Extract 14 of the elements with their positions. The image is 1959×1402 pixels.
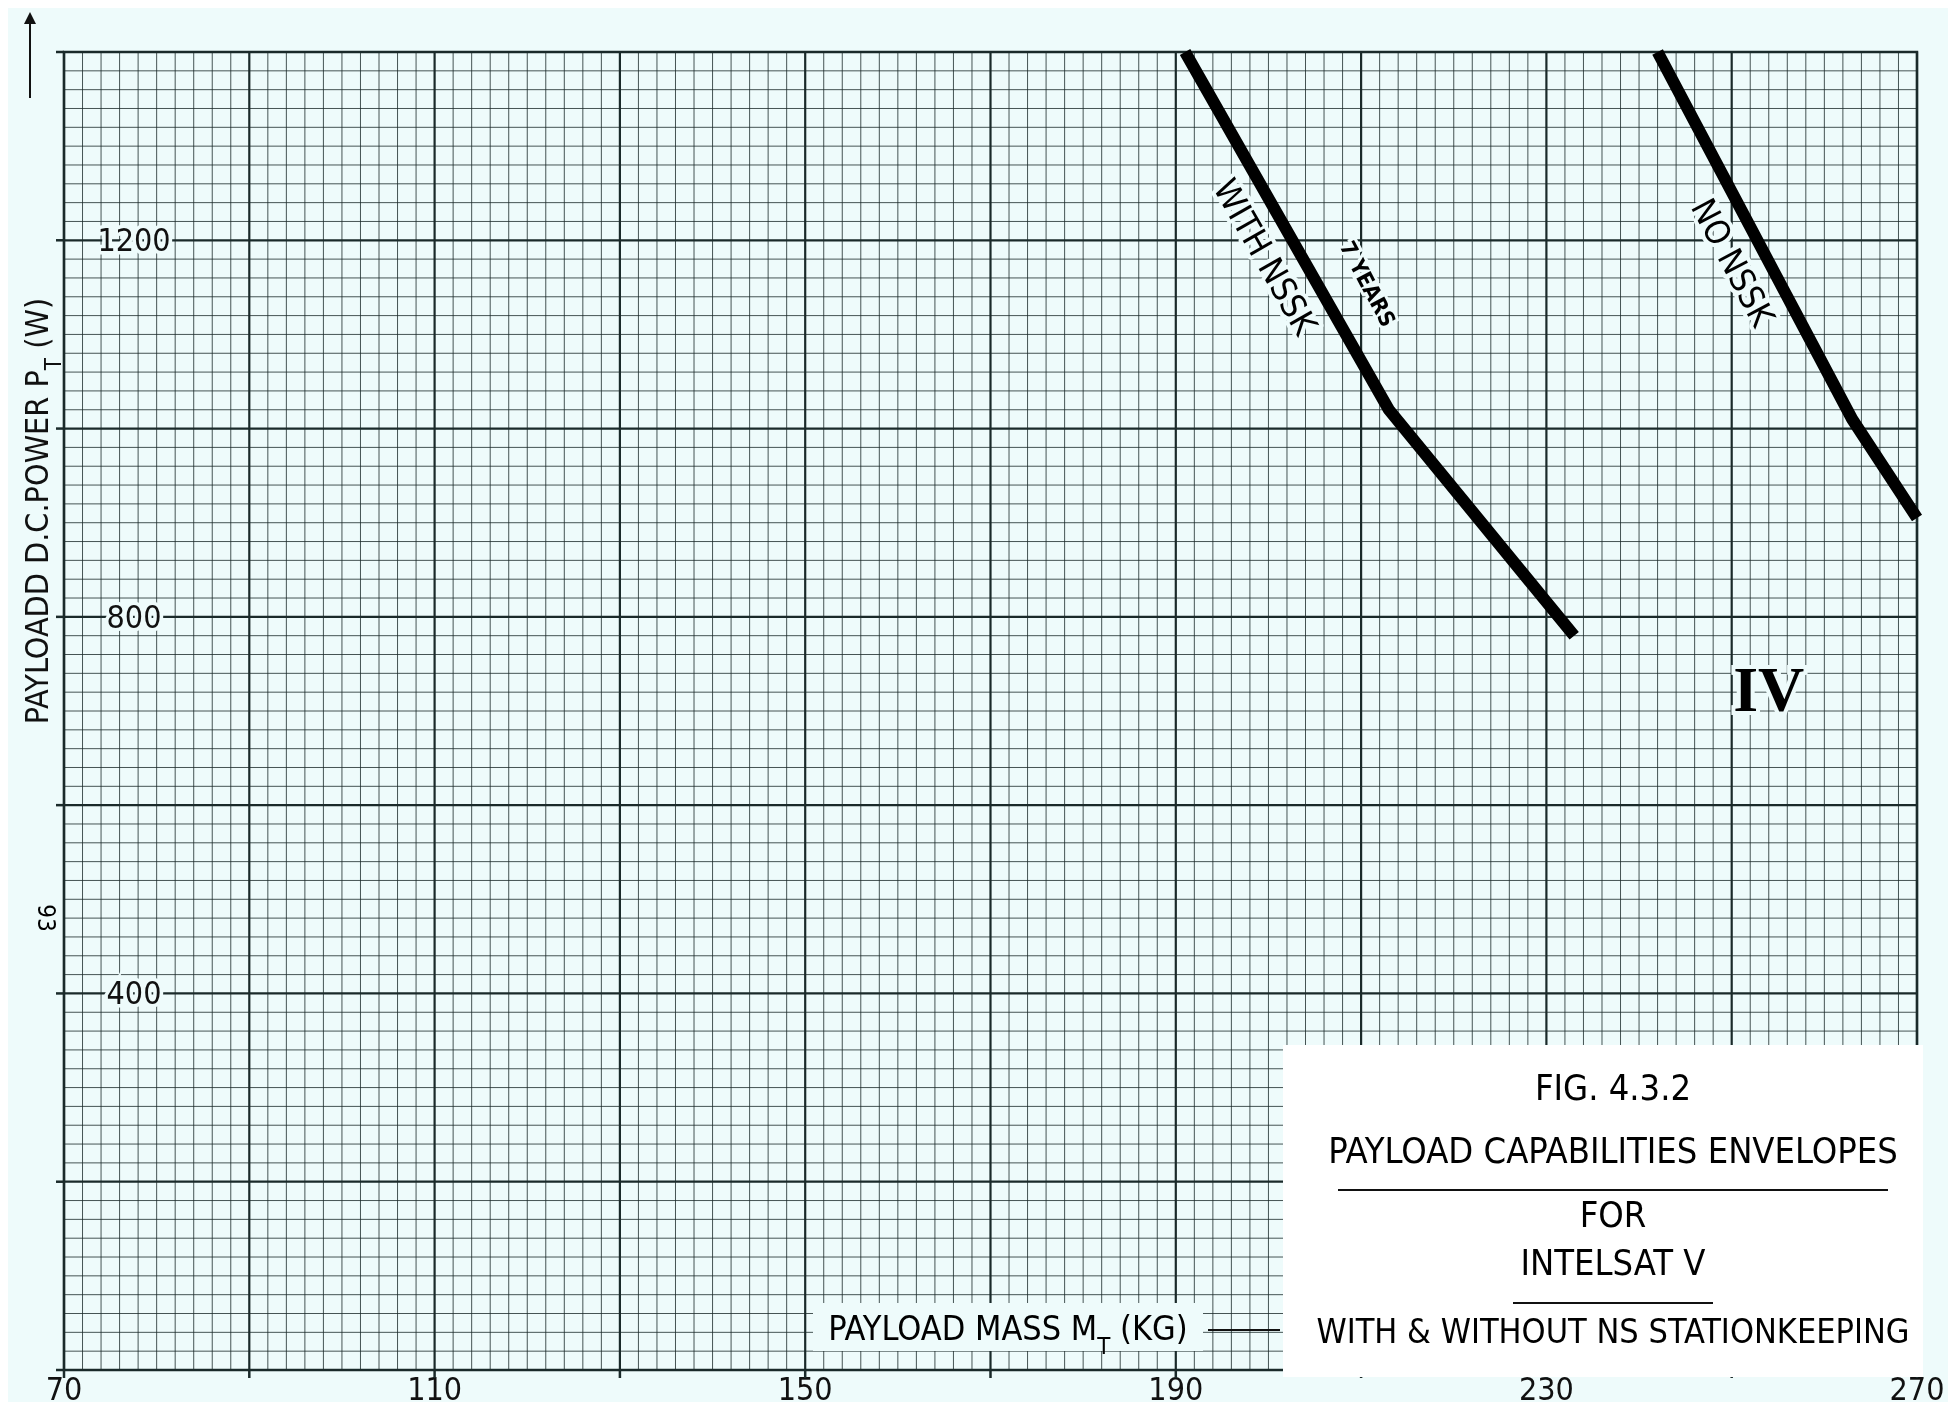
annotation: IV	[1733, 654, 1805, 725]
x-axis-title: PAYLOAD MASS M$_{T}$ (KG)	[828, 1308, 1188, 1360]
text: FOR	[1579, 1194, 1647, 1235]
x-tick-label: 230	[1518, 1370, 1574, 1402]
x-tick-label: 150	[777, 1370, 833, 1402]
x-tick-label: 70	[45, 1370, 83, 1402]
annotation: INTELSAT V	[1520, 1242, 1706, 1283]
x-tick-label: 110	[407, 1370, 463, 1402]
annotation: FIG. 4.3.2	[1534, 1067, 1692, 1108]
annotation: WITH & WITHOUT NS STATIONKEEPING	[1316, 1311, 1910, 1351]
x-tick-label: 270	[1889, 1370, 1945, 1402]
text: PAYLOAD CAPABILITIES ENVELOPES	[1328, 1130, 1898, 1171]
x-tick-label: 190	[1148, 1370, 1204, 1402]
text: 93	[32, 904, 60, 932]
